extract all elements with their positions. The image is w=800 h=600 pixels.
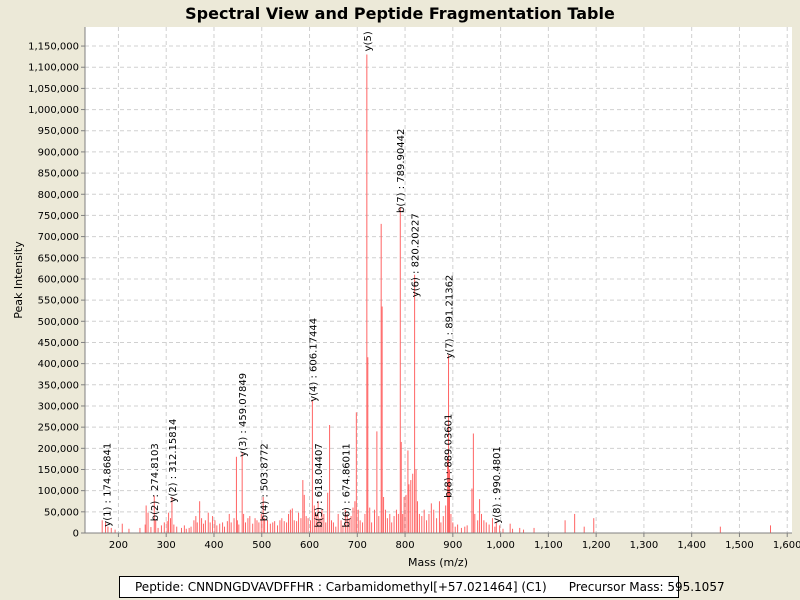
y-tick-label: 1,050,000 — [28, 84, 79, 95]
x-tick-label: 1,000 — [486, 540, 515, 551]
chart-title: Spectral View and Peptide Fragmentation … — [185, 4, 615, 23]
y-tick-label: 900,000 — [38, 147, 79, 158]
x-tick-label: 1,600 — [773, 540, 800, 551]
fragment-label: y(8) : 990.4801 — [492, 446, 503, 524]
x-tick-label: 200 — [109, 540, 128, 551]
precursor-mass: Precursor Mass: 595.1057 — [568, 580, 725, 594]
x-tick-label: 300 — [157, 540, 176, 551]
y-tick-label: 250,000 — [38, 423, 79, 434]
x-tick-label: 600 — [300, 540, 319, 551]
y-tick-label: 700,000 — [38, 232, 79, 243]
y-tick-label: 1,100,000 — [28, 63, 79, 74]
fragment-label: y(6) : 820.20227 — [411, 213, 422, 297]
fragment-label: y(4) : 606.17444 — [308, 318, 319, 402]
x-axis-label: Mass (m/z) — [408, 556, 468, 569]
plot-area — [85, 27, 792, 533]
fragment-label: b(6) : 674.86011 — [341, 443, 352, 527]
y-tick-label: 200,000 — [38, 444, 79, 455]
y-tick-label: 800,000 — [38, 190, 79, 201]
fragment-label: y(1) : 174.86841 — [102, 443, 113, 527]
y-tick-label: 600,000 — [38, 274, 79, 285]
x-tick-label: 400 — [204, 540, 223, 551]
fragment-label: b(5) : 618.04407 — [314, 443, 325, 527]
y-tick-label: 50,000 — [44, 507, 79, 518]
fragment-label: b(8) : 889.03601 — [444, 414, 455, 498]
y-tick-label: 850,000 — [38, 169, 79, 180]
peptide-info-box: Peptide: CNNDNGDVAVDFFHR : Carbamidometh… — [119, 576, 725, 598]
fragment-label: b(4) : 503.8772 — [260, 443, 271, 521]
y-tick-label: 100,000 — [38, 486, 79, 497]
y-tick-label: 950,000 — [38, 126, 79, 137]
y-tick-label: 300,000 — [38, 401, 79, 412]
y-tick-label: 650,000 — [38, 253, 79, 264]
y-tick-label: 350,000 — [38, 380, 79, 391]
x-tick-label: 1,500 — [725, 540, 754, 551]
peaks — [101, 54, 772, 533]
fragment-label: y(3) : 459.07849 — [238, 373, 249, 457]
x-tick-label: 1,100 — [534, 540, 563, 551]
x-tick-label: 500 — [252, 540, 271, 551]
y-tick-label: 0 — [73, 529, 79, 540]
y-tick-label: 1,000,000 — [28, 105, 79, 116]
y-tick-label: 150,000 — [38, 465, 79, 476]
y-tick-label: 400,000 — [38, 359, 79, 370]
y-tick-label: 1,150,000 — [28, 42, 79, 53]
fragment-label: y(5) — [363, 31, 374, 51]
fragment-label: y(2) : 312.15814 — [168, 419, 179, 503]
y-tick-label: 550,000 — [38, 296, 79, 307]
fragment-label: b(7) : 789.90442 — [396, 129, 407, 213]
axes: 200 300 400 500 600 700 800 900 1,000 1,100 1,200 1… — [28, 27, 800, 551]
x-tick-label: 1,300 — [630, 540, 659, 551]
x-tick-label: 1,200 — [582, 540, 611, 551]
fragment-label: y(7) : 891.21362 — [445, 275, 456, 359]
x-tick-label: 800 — [396, 540, 415, 551]
x-tick-label: 1,400 — [677, 540, 706, 551]
fragment-annotations: y(1) : 174.86841 b(2) : 274.8103 y(2) : 31… — [102, 31, 503, 527]
y-tick-label: 450,000 — [38, 338, 79, 349]
x-tick-label: 700 — [348, 540, 367, 551]
y-tick-label: 500,000 — [38, 317, 79, 328]
x-tick-label: 900 — [443, 540, 462, 551]
peptide-sequence: Peptide: CNNDNGDVAVDFFHR : Carbamidometh… — [135, 580, 547, 594]
grid — [85, 27, 792, 534]
fragment-label: b(2) : 274.8103 — [150, 443, 161, 521]
y-tick-label: 750,000 — [38, 211, 79, 222]
y-axis-label: Peak Intensity — [12, 241, 25, 319]
